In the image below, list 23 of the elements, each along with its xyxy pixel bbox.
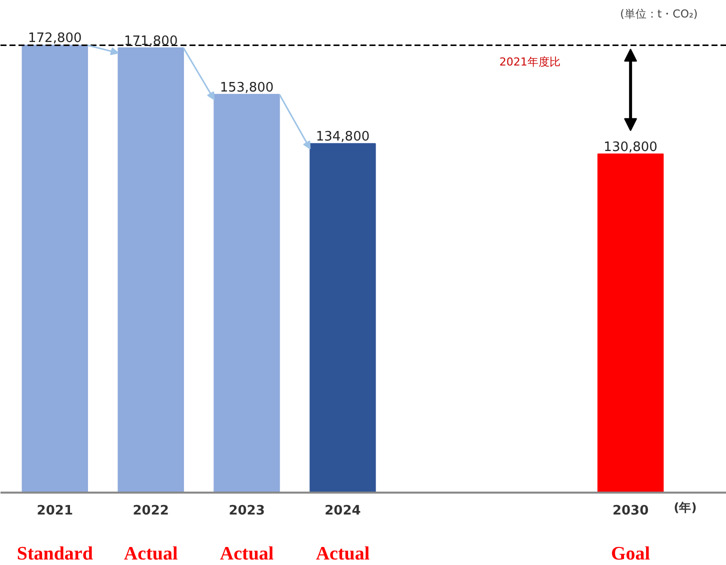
data-label: 134,800 [316, 130, 370, 145]
data-label: 153,800 [220, 80, 274, 96]
annotation: 2021年度比 [499, 56, 560, 69]
bar [214, 94, 280, 494]
bar [118, 47, 184, 494]
text: Actual [124, 544, 178, 565]
text: (年) [674, 500, 697, 515]
data-label: 171,800 [124, 34, 178, 49]
text: Standard [16, 544, 94, 565]
text: Goal [611, 544, 650, 565]
data-label: 130,800 [604, 140, 658, 155]
text: Actual [220, 544, 274, 565]
bar [310, 143, 376, 494]
bar [597, 153, 664, 494]
x-tick-label: 2021 [36, 504, 73, 519]
x-tick-label: 2030 [612, 504, 649, 519]
text: Actual [316, 544, 370, 565]
x-tick-label: 2024 [324, 504, 361, 519]
bar [22, 44, 88, 494]
x-tick-label: 2022 [132, 504, 169, 519]
data-label: 172,800 [28, 31, 82, 46]
x-tick-label: 2023 [228, 504, 265, 519]
text: (単位：t・CO₂) [620, 8, 698, 20]
